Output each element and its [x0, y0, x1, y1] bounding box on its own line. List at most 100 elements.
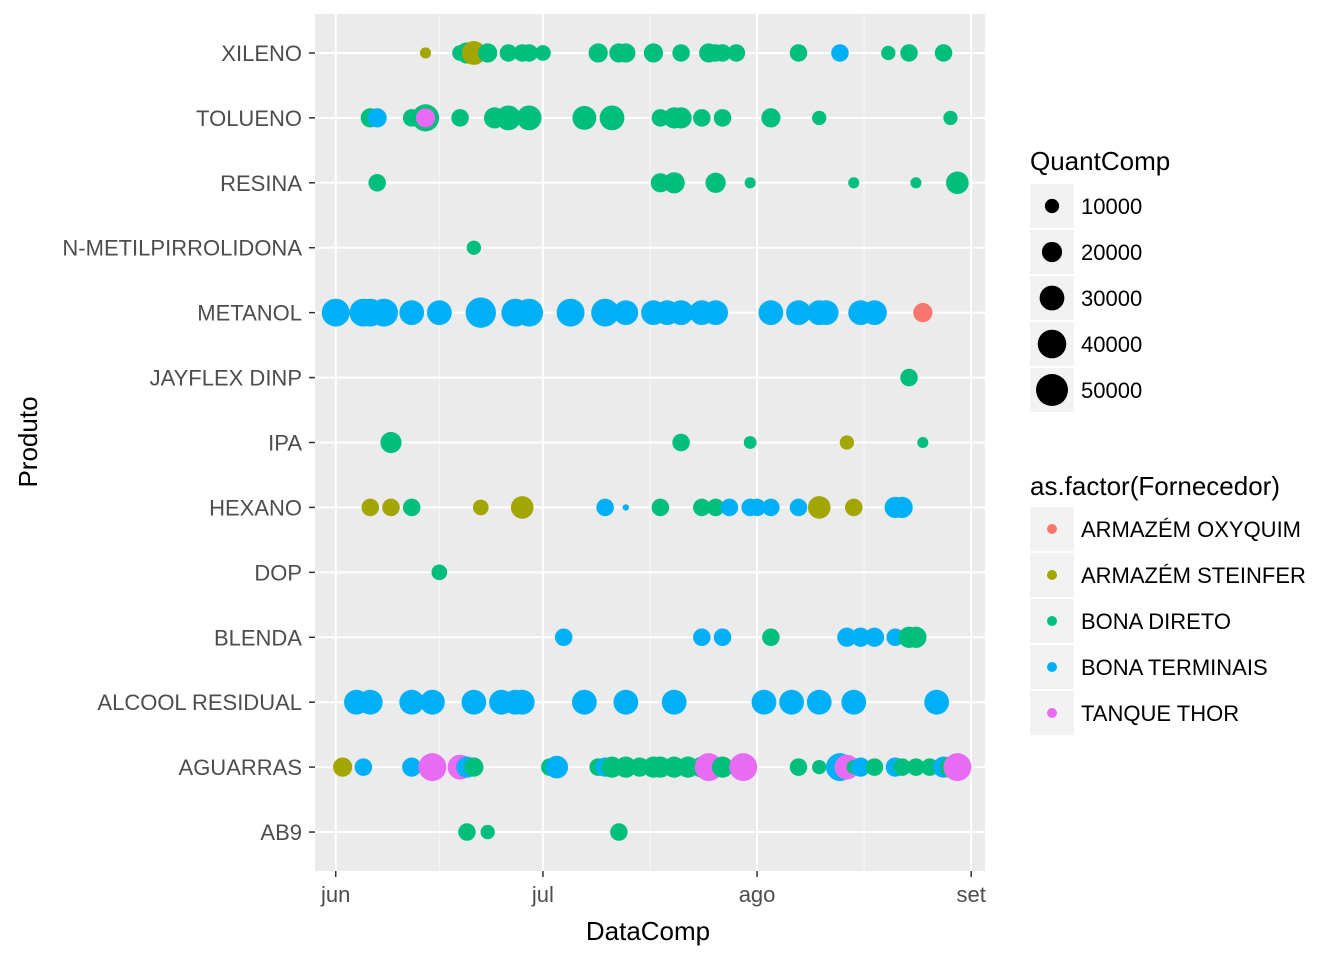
- data-point: [610, 823, 628, 841]
- x-tick-label: jun: [320, 882, 350, 907]
- data-point: [881, 45, 896, 61]
- data-point: [361, 498, 380, 517]
- data-point: [426, 300, 452, 326]
- data-point: [848, 177, 860, 189]
- data-point: [943, 753, 972, 782]
- data-point: [893, 758, 911, 776]
- size-legend-symbol: [1041, 241, 1063, 263]
- data-point: [672, 433, 690, 452]
- data-point: [588, 43, 608, 63]
- color-legend-symbol: [1047, 616, 1057, 626]
- data-point: [761, 108, 781, 128]
- data-point: [545, 755, 569, 779]
- size-legend-label: 40000: [1081, 332, 1142, 357]
- data-point: [478, 43, 498, 63]
- y-tick-label: XILENO: [221, 41, 302, 66]
- data-point: [748, 498, 766, 517]
- data-point: [571, 689, 597, 715]
- data-point: [789, 44, 808, 62]
- data-point: [839, 435, 855, 450]
- data-point: [713, 109, 732, 127]
- data-point: [402, 498, 421, 517]
- size-legend-symbol: [1036, 374, 1068, 406]
- data-point: [480, 824, 495, 840]
- data-point: [415, 108, 436, 128]
- data-point: [599, 105, 625, 131]
- data-point: [758, 300, 784, 326]
- data-point: [779, 689, 804, 715]
- y-tick-label: JAYFLEX DINP: [150, 366, 302, 391]
- data-point: [891, 496, 913, 519]
- data-point: [622, 504, 630, 511]
- y-tick-label: METANOL: [197, 301, 302, 326]
- data-point: [917, 436, 929, 449]
- data-point: [934, 44, 953, 62]
- data-point: [703, 300, 729, 326]
- color-legend-symbol: [1047, 708, 1057, 718]
- data-point: [693, 109, 711, 127]
- data-point: [831, 44, 849, 62]
- data-point: [465, 297, 496, 328]
- x-tick-label: set: [957, 882, 986, 907]
- data-point: [431, 564, 448, 581]
- data-point: [672, 44, 690, 62]
- size-legend-symbol: [1037, 329, 1067, 359]
- data-point: [851, 757, 871, 777]
- data-point: [705, 172, 726, 193]
- data-point: [729, 753, 758, 782]
- data-point: [706, 498, 725, 517]
- data-point: [806, 689, 832, 715]
- data-point: [418, 753, 447, 782]
- data-point: [451, 109, 469, 127]
- x-axis-ticks: jun jul ago set: [320, 871, 986, 907]
- data-point: [865, 758, 884, 776]
- data-point: [613, 689, 639, 715]
- data-point: [354, 758, 373, 776]
- y-tick-label: TOLUENO: [196, 106, 302, 131]
- data-point: [509, 689, 535, 715]
- y-tick-label: RESINA: [220, 171, 302, 196]
- data-point: [367, 108, 387, 128]
- color-legend-label: ARMAZÉM STEINFER: [1081, 563, 1306, 588]
- data-point: [591, 298, 620, 327]
- data-point: [651, 498, 670, 517]
- y-tick-label: DOP: [254, 560, 302, 585]
- y-tick-label: AGUARRAS: [179, 755, 302, 780]
- data-point: [596, 498, 614, 517]
- data-point: [613, 300, 639, 326]
- color-legend-label: TANQUE THOR: [1081, 701, 1239, 726]
- data-point: [499, 44, 518, 62]
- data-point: [321, 298, 350, 327]
- data-point: [813, 300, 839, 326]
- data-point: [720, 498, 739, 517]
- y-tick-label: N-METILPIRROLIDONA: [62, 236, 302, 261]
- y-axis-title: Produto: [13, 396, 43, 487]
- data-point: [900, 368, 918, 387]
- data-point: [615, 756, 637, 778]
- data-point: [368, 174, 386, 192]
- data-points: [321, 40, 972, 841]
- color-legend-symbol: [1047, 570, 1057, 580]
- data-point: [556, 298, 585, 327]
- size-legend-symbol: [1039, 285, 1065, 311]
- data-point: [762, 498, 780, 517]
- data-point: [693, 628, 711, 647]
- major-gridlines: [315, 14, 985, 871]
- size-legend-title: QuantComp: [1030, 146, 1170, 176]
- data-point: [841, 689, 867, 715]
- data-point: [693, 498, 711, 517]
- data-point: [851, 627, 871, 647]
- data-point: [807, 496, 831, 519]
- data-point: [370, 298, 399, 327]
- data-point: [382, 498, 400, 517]
- data-point: [515, 298, 544, 327]
- data-point: [663, 172, 685, 194]
- data-point: [572, 105, 597, 130]
- data-point: [786, 300, 811, 326]
- data-point: [668, 300, 694, 326]
- color-legend-symbol: [1047, 524, 1057, 534]
- y-tick-label: BLENDA: [214, 625, 302, 650]
- y-tick-label: IPA: [268, 431, 302, 456]
- data-point: [333, 757, 353, 777]
